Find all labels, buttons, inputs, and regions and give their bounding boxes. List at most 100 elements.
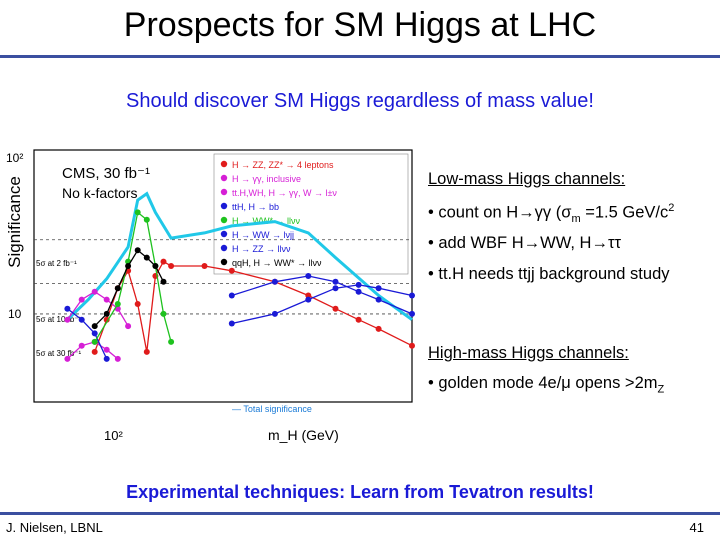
legend-marker-5 — [220, 230, 228, 238]
series-line-4 — [67, 308, 108, 360]
low-mass-bullet-wbf: • add WBF H→WW, H→ττ — [428, 234, 622, 252]
y-tick-100: 10² — [6, 151, 23, 165]
series-point-4-3 — [103, 355, 110, 362]
series-point-7-5 — [375, 296, 382, 303]
legend-label-6: H → ZZ → llνν — [232, 244, 291, 254]
high-mass-bullet-golden: • golden mode 4e/μ opens >2mZ — [428, 374, 665, 396]
series-point-6-3 — [332, 285, 339, 292]
plot-header-kfactors: No k-factors — [62, 185, 137, 201]
low-mass-bullet-tth: • tt.H needs ttjj background study — [428, 265, 670, 283]
series-point-8-4 — [134, 247, 141, 254]
series-point-7-1 — [271, 278, 278, 285]
slide-subtitle: Should discover SM Higgs regardless of m… — [126, 90, 594, 112]
legend-marker-4 — [220, 216, 228, 224]
low-mass-bullet-gamma: • count on H→γγ (σm =1.5 GeV/c2 — [428, 202, 675, 225]
series-point-8-5 — [143, 254, 150, 261]
series-point-7-4 — [355, 288, 362, 295]
series-point-1-10 — [228, 267, 235, 274]
series-point-1-13 — [332, 305, 339, 312]
legend-marker-2 — [220, 188, 228, 196]
series-point-2-2 — [91, 288, 98, 295]
series-point-8-1 — [103, 310, 110, 317]
plot-frame — [33, 149, 413, 403]
legend-label-2: tt.H,WH, H → γγ, W → l±ν — [232, 188, 337, 198]
plot-legend: H → ZZ, ZZ* → 4 leptons H → γγ, inclusive… — [213, 153, 409, 275]
series-point-1-0 — [91, 348, 98, 355]
series-point-4-1 — [78, 316, 85, 323]
x-tick-100: 10² — [104, 428, 123, 443]
series-point-2-5 — [125, 323, 132, 330]
series-point-4-0 — [64, 305, 71, 312]
series-line-5 — [94, 211, 172, 343]
series-point-1-12 — [305, 292, 312, 299]
footer-author: J. Nielsen, LBNL — [6, 520, 103, 535]
series-point-1-16 — [409, 342, 415, 349]
x-axis-label: m_H (GeV) — [268, 427, 339, 443]
series-point-5-6 — [160, 310, 167, 317]
series-point-6-5 — [375, 285, 382, 292]
series-point-7-0 — [228, 292, 235, 299]
page-number: 41 — [689, 520, 704, 535]
series-point-8-2 — [114, 285, 121, 292]
legend-box — [213, 153, 409, 275]
series-point-1-8 — [168, 263, 175, 269]
legend-label-3: ttH, H → bb — [232, 202, 279, 212]
series-point-7-3 — [332, 278, 339, 285]
series-point-6-6 — [409, 292, 415, 299]
series-point-5-3 — [134, 209, 141, 216]
significance-plot: Significance 10² 10 10² m_H (GeV) CMS, 3… — [0, 142, 420, 444]
series-point-1-5 — [143, 348, 150, 355]
series-point-2-1 — [78, 296, 85, 303]
series-point-5-0 — [91, 338, 98, 345]
legend-marker-3 — [220, 202, 228, 210]
series-point-1-4 — [134, 301, 141, 307]
y-tick-10: 10 — [8, 307, 22, 321]
total-significance-label: — Total significance — [232, 404, 312, 414]
title-divider — [0, 55, 720, 58]
series-point-1-9 — [201, 263, 208, 269]
low-mass-heading: Low-mass Higgs channels: — [428, 170, 626, 188]
legend-label-0: H → ZZ, ZZ* → 4 leptons — [232, 160, 334, 170]
series-point-8-6 — [152, 263, 159, 269]
legend-label-7: qqH, H → WW* → llνν — [232, 258, 322, 268]
series-point-3-4 — [114, 355, 121, 362]
legend-label-1: H → γγ, inclusive — [232, 174, 301, 184]
series-point-6-1 — [271, 310, 278, 317]
series-point-4-2 — [91, 330, 98, 337]
series-point-8-0 — [91, 323, 98, 330]
series-line-0 — [66, 191, 413, 321]
series-point-1-1 — [103, 316, 110, 323]
slide-title: Prospects for SM Higgs at LHC — [123, 6, 597, 44]
series-point-3-3 — [103, 346, 110, 353]
series-point-6-2 — [305, 296, 312, 303]
level-label-2fb: 5σ at 2 fb⁻¹ — [36, 259, 77, 268]
footer-divider — [0, 512, 720, 515]
series-point-6-0 — [228, 320, 235, 327]
legend-marker-7 — [220, 258, 228, 266]
series-point-8-3 — [125, 263, 132, 269]
y-axis-label: Significance — [5, 176, 24, 268]
plot-header-luminosity: CMS, 30 fb⁻¹ — [62, 165, 150, 182]
series-point-7-2 — [305, 273, 312, 279]
series-point-5-1 — [114, 301, 121, 307]
series-point-7-6 — [409, 310, 415, 317]
plot-series — [64, 191, 415, 362]
high-mass-heading: High-mass Higgs channels: — [428, 344, 629, 362]
discovery-levels — [34, 239, 412, 315]
level-label-30fb: 5σ at 30 fb⁻¹ — [36, 349, 82, 358]
series-point-3-0 — [64, 355, 71, 362]
legend-marker-0 — [220, 160, 228, 168]
series-point-2-3 — [103, 296, 110, 303]
series-point-3-1 — [78, 342, 85, 349]
series-point-1-15 — [375, 325, 382, 332]
legend-label-5: H → WW → lνjj — [232, 230, 294, 240]
legend-marker-6 — [220, 244, 228, 252]
level-label-10fb: 5σ at 10 fb⁻¹ — [36, 315, 82, 324]
series-point-5-4 — [143, 216, 150, 223]
series-line-2 — [66, 290, 129, 327]
legend-marker-1 — [220, 174, 228, 182]
series-point-8-7 — [160, 278, 167, 285]
series-point-1-14 — [355, 316, 362, 323]
series-point-2-0 — [64, 316, 71, 323]
series-point-1-7 — [160, 258, 167, 265]
